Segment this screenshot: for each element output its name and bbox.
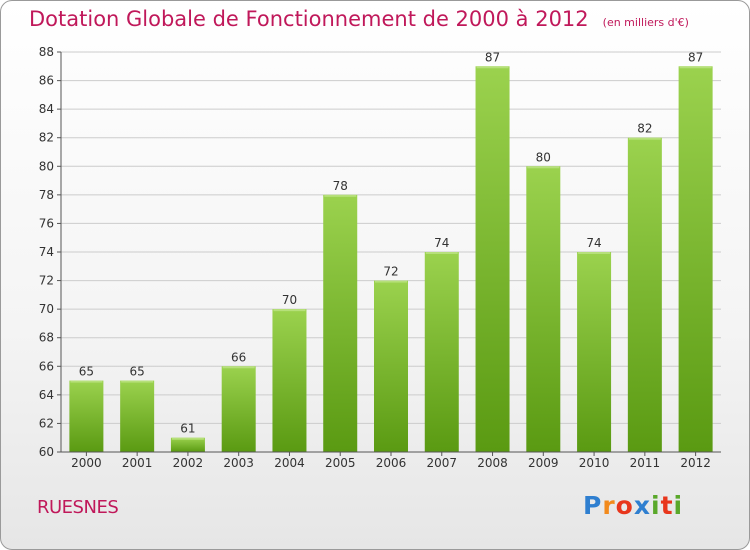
bar-value-label: 78 <box>333 179 348 193</box>
bar <box>627 137 662 452</box>
x-tick-label: 2007 <box>426 456 457 470</box>
bar-highlight <box>425 252 458 254</box>
bar <box>374 280 408 452</box>
bar <box>170 437 205 452</box>
y-tick-label: 68 <box>39 331 54 345</box>
x-tick-label: 2004 <box>274 456 305 470</box>
bar-value-label: 65 <box>79 365 94 379</box>
x-tick-label: 2009 <box>528 456 559 470</box>
x-tick-label: 2012 <box>680 456 711 470</box>
y-tick-label: 72 <box>39 274 54 288</box>
x-tick-label: 2010 <box>579 456 610 470</box>
logo-letter: i <box>651 491 661 520</box>
bar <box>69 380 104 452</box>
bar <box>475 66 510 453</box>
title-text: Dotation Globale de Fonctionnement de 20… <box>29 7 589 31</box>
bar-highlight <box>121 380 154 383</box>
bar-highlight <box>273 309 306 312</box>
y-tick-label: 80 <box>39 159 54 173</box>
x-tick-label: 2000 <box>71 456 102 470</box>
unit-note: (en milliers d'€) <box>602 16 689 29</box>
y-tick-label: 86 <box>39 74 54 88</box>
x-tick-label: 2008 <box>477 456 508 470</box>
bar-highlight <box>527 166 560 169</box>
bar <box>526 166 561 453</box>
bar <box>424 252 459 452</box>
y-tick-label: 76 <box>39 216 54 230</box>
bar-value-label: 87 <box>485 50 500 64</box>
logo-letter: i <box>673 491 684 520</box>
proxiti-logo: Proxiti <box>583 491 683 520</box>
y-tick-label: 70 <box>39 302 54 316</box>
x-tick-label: 2002 <box>173 456 204 470</box>
y-tick-label: 62 <box>39 416 54 430</box>
bar-highlight <box>628 137 661 140</box>
bar-value-label: 65 <box>130 365 145 379</box>
bar <box>272 309 307 452</box>
x-tick-label: 2011 <box>630 456 661 470</box>
logo-letter: t <box>660 491 674 520</box>
x-tick-label: 2003 <box>223 456 254 470</box>
bar-value-label: 80 <box>536 150 551 164</box>
bar <box>577 252 612 452</box>
logo-letter: o <box>615 491 634 520</box>
bar-value-label: 82 <box>637 122 652 136</box>
y-tick-label: 78 <box>39 188 54 202</box>
y-tick-label: 82 <box>39 131 54 145</box>
bar-highlight <box>679 66 712 69</box>
bar-value-label: 74 <box>434 236 449 250</box>
bar-value-label: 87 <box>688 50 703 64</box>
y-tick-label: 64 <box>39 388 54 402</box>
x-tick-label: 2006 <box>376 456 407 470</box>
bar-highlight <box>70 380 103 383</box>
y-tick-label: 66 <box>39 359 54 373</box>
logo-letter: P <box>583 491 603 520</box>
y-tick-label: 84 <box>39 102 54 116</box>
bar <box>678 66 713 453</box>
bar <box>221 366 256 452</box>
bar-highlight <box>222 366 255 369</box>
logo-letter: r <box>602 491 616 520</box>
bar-highlight <box>375 280 407 283</box>
bar-value-label: 66 <box>231 350 246 364</box>
chart-title: Dotation Globale de Fonctionnement de 20… <box>29 7 689 31</box>
y-tick-label: 88 <box>39 45 54 59</box>
bar-value-label: 61 <box>180 422 195 436</box>
bar-highlight <box>324 194 357 197</box>
bar <box>120 380 155 452</box>
bar <box>323 194 358 452</box>
bar-value-label: 72 <box>383 265 398 279</box>
bar-highlight <box>476 66 509 69</box>
bar-highlight <box>578 252 611 254</box>
y-tick-label: 74 <box>39 245 54 259</box>
bar-value-label: 74 <box>586 236 601 250</box>
x-tick-label: 2005 <box>325 456 356 470</box>
y-tick-label: 60 <box>39 445 54 459</box>
logo-letter: x <box>633 491 651 520</box>
bar-highlight <box>171 437 204 440</box>
x-tick-label: 2001 <box>122 456 153 470</box>
bar-value-label: 70 <box>282 293 297 307</box>
commune-name: RUESNES <box>37 497 119 518</box>
